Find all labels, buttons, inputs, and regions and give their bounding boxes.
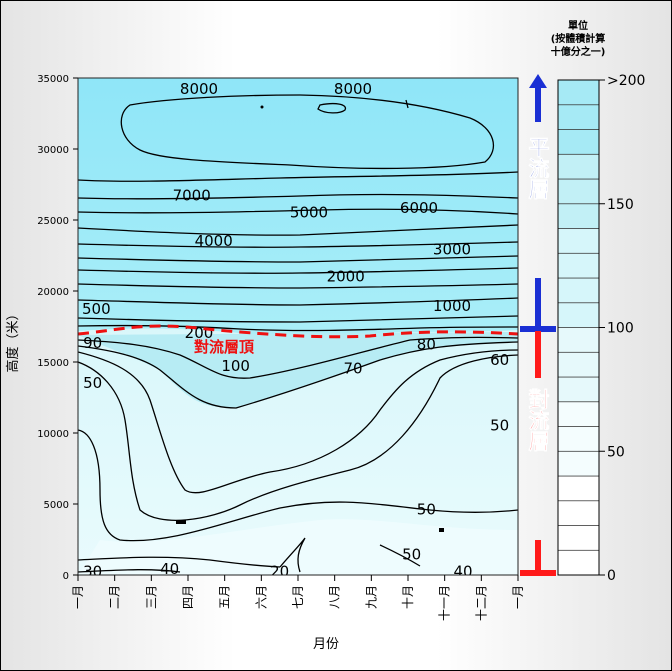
contour-label: 50 <box>402 546 421 564</box>
colorbar-segment <box>557 450 600 477</box>
x-tick-label: 一月 <box>511 585 525 609</box>
plot-area: 8000 8000 7000 6000 5000 4000 3000 2000 1000 500 2… <box>78 78 518 581</box>
colorbar-segment <box>557 277 600 304</box>
contour-lines <box>78 94 518 573</box>
stratosphere-arrowhead-icon <box>529 74 547 88</box>
y-axis-label: 高度（米） <box>5 307 21 372</box>
x-tick-label: 十二月 <box>474 585 488 621</box>
colorbar-tick-label: 100 <box>607 321 634 337</box>
y-axis: 0 5000 10000 15000 20000 25000 30000 35000 <box>37 74 78 582</box>
colorbar-segment <box>557 228 600 254</box>
colorbar-segment <box>557 426 600 452</box>
contour-label: 8000 <box>180 80 218 98</box>
y-tick-label: 0 <box>63 571 69 582</box>
x-tick-label: 五月 <box>218 585 232 609</box>
contour-label: 100 <box>221 357 250 375</box>
contour-label: 50 <box>83 374 102 392</box>
colorbar-segment <box>557 153 600 180</box>
colorbar-segment <box>557 376 600 403</box>
contour-marker <box>176 520 186 524</box>
x-tick-label: 二月 <box>108 585 122 609</box>
colorbar-title: 單位 (按體積計算 十億分之一) <box>551 19 606 58</box>
contour-label: 3000 <box>433 240 471 258</box>
colorbar-segment <box>557 327 600 353</box>
contour-label: 50 <box>417 500 436 518</box>
contour-label: 30 <box>83 563 102 581</box>
stratosphere-label: 平流層 <box>526 137 550 201</box>
colorbar-title-line-2: (按體積計算 <box>551 32 606 45</box>
contour-label: 50 <box>490 416 509 434</box>
x-tick-label: 四月 <box>181 585 195 609</box>
contour-marker <box>405 99 409 109</box>
x-axis-label: 月份 <box>313 637 339 652</box>
colorbar-segment <box>557 475 600 502</box>
colorbar-segment <box>557 104 600 130</box>
x-tick-label: 八月 <box>328 585 342 609</box>
colorbar-tick-label: 0 <box>607 568 616 584</box>
y-tick-label: 15000 <box>37 358 69 369</box>
y-tick-label: 10000 <box>37 429 69 440</box>
contour-label: 8000 <box>334 80 372 98</box>
y-tick-label: 25000 <box>37 216 69 227</box>
contour-label: 20 <box>270 563 289 581</box>
x-tick-label: 六月 <box>254 585 268 609</box>
colorbar-tick-label: 50 <box>607 444 625 460</box>
contour-label: 4000 <box>195 232 233 250</box>
colorbar-segment <box>557 203 600 229</box>
colorbar-segment <box>557 351 600 378</box>
contour-label: 7000 <box>173 186 211 204</box>
x-tick-label: 十月 <box>401 585 415 609</box>
colorbar-segment <box>557 252 600 279</box>
contour-label: 80 <box>417 336 436 354</box>
contour-label: 500 <box>82 300 111 318</box>
colorbar-tick-label: >200 <box>607 73 645 89</box>
x-tick-label: 九月 <box>364 585 378 609</box>
tropopause-label: 對流層頂 <box>194 338 255 356</box>
colorbar-segment <box>557 500 600 526</box>
x-tick-label: 一月 <box>71 585 85 609</box>
x-axis: 一月 二月 三月 四月 五月 六月 七月 八月 九月 十月 十一月 十二月 一月 <box>71 575 525 621</box>
contour-label: 1000 <box>433 297 471 315</box>
y-tick-label: 20000 <box>37 287 69 298</box>
colorbar-segment <box>557 401 600 427</box>
x-tick-label: 十一月 <box>438 585 452 621</box>
colorbar-segment <box>557 79 600 106</box>
contour-label: 5000 <box>290 203 328 221</box>
y-tick-label: 30000 <box>37 145 69 156</box>
colorbar-segment <box>557 525 600 551</box>
colorbar-tick-label: 150 <box>607 197 634 213</box>
tropopause-line <box>78 324 518 339</box>
contour-label: 70 <box>343 360 362 378</box>
colorbar-title-line-3: 十億分之一) <box>551 45 606 58</box>
contour-marker <box>260 105 264 109</box>
contour-label: 90 <box>83 334 102 352</box>
contour-label: 2000 <box>327 267 365 285</box>
contour-label: 60 <box>490 351 509 369</box>
contour-label: 40 <box>160 560 179 578</box>
y-tick-label: 35000 <box>37 74 69 85</box>
colorbar-segment <box>557 129 600 155</box>
colorbar: 0 50 100 150 >200 <box>557 73 645 584</box>
contour-label: 40 <box>453 563 472 581</box>
colorbar-segment <box>557 302 600 328</box>
x-tick-label: 七月 <box>291 585 305 609</box>
contour-labels: 8000 8000 7000 6000 5000 4000 3000 2000 1000 500 2… <box>82 80 509 581</box>
atmosphere-layers: 平流層 對流層 <box>520 74 556 576</box>
troposphere-label: 對流層 <box>526 389 550 453</box>
y-tick-label: 5000 <box>44 500 69 511</box>
contour-marker <box>439 528 444 532</box>
band-100-fill <box>78 332 518 408</box>
contour-label: 6000 <box>400 199 438 217</box>
colorbar-title-line-1: 單位 <box>568 19 588 32</box>
x-tick-label: 三月 <box>144 585 158 609</box>
colorbar-segment <box>557 549 600 576</box>
colorbar-segment <box>557 178 600 205</box>
